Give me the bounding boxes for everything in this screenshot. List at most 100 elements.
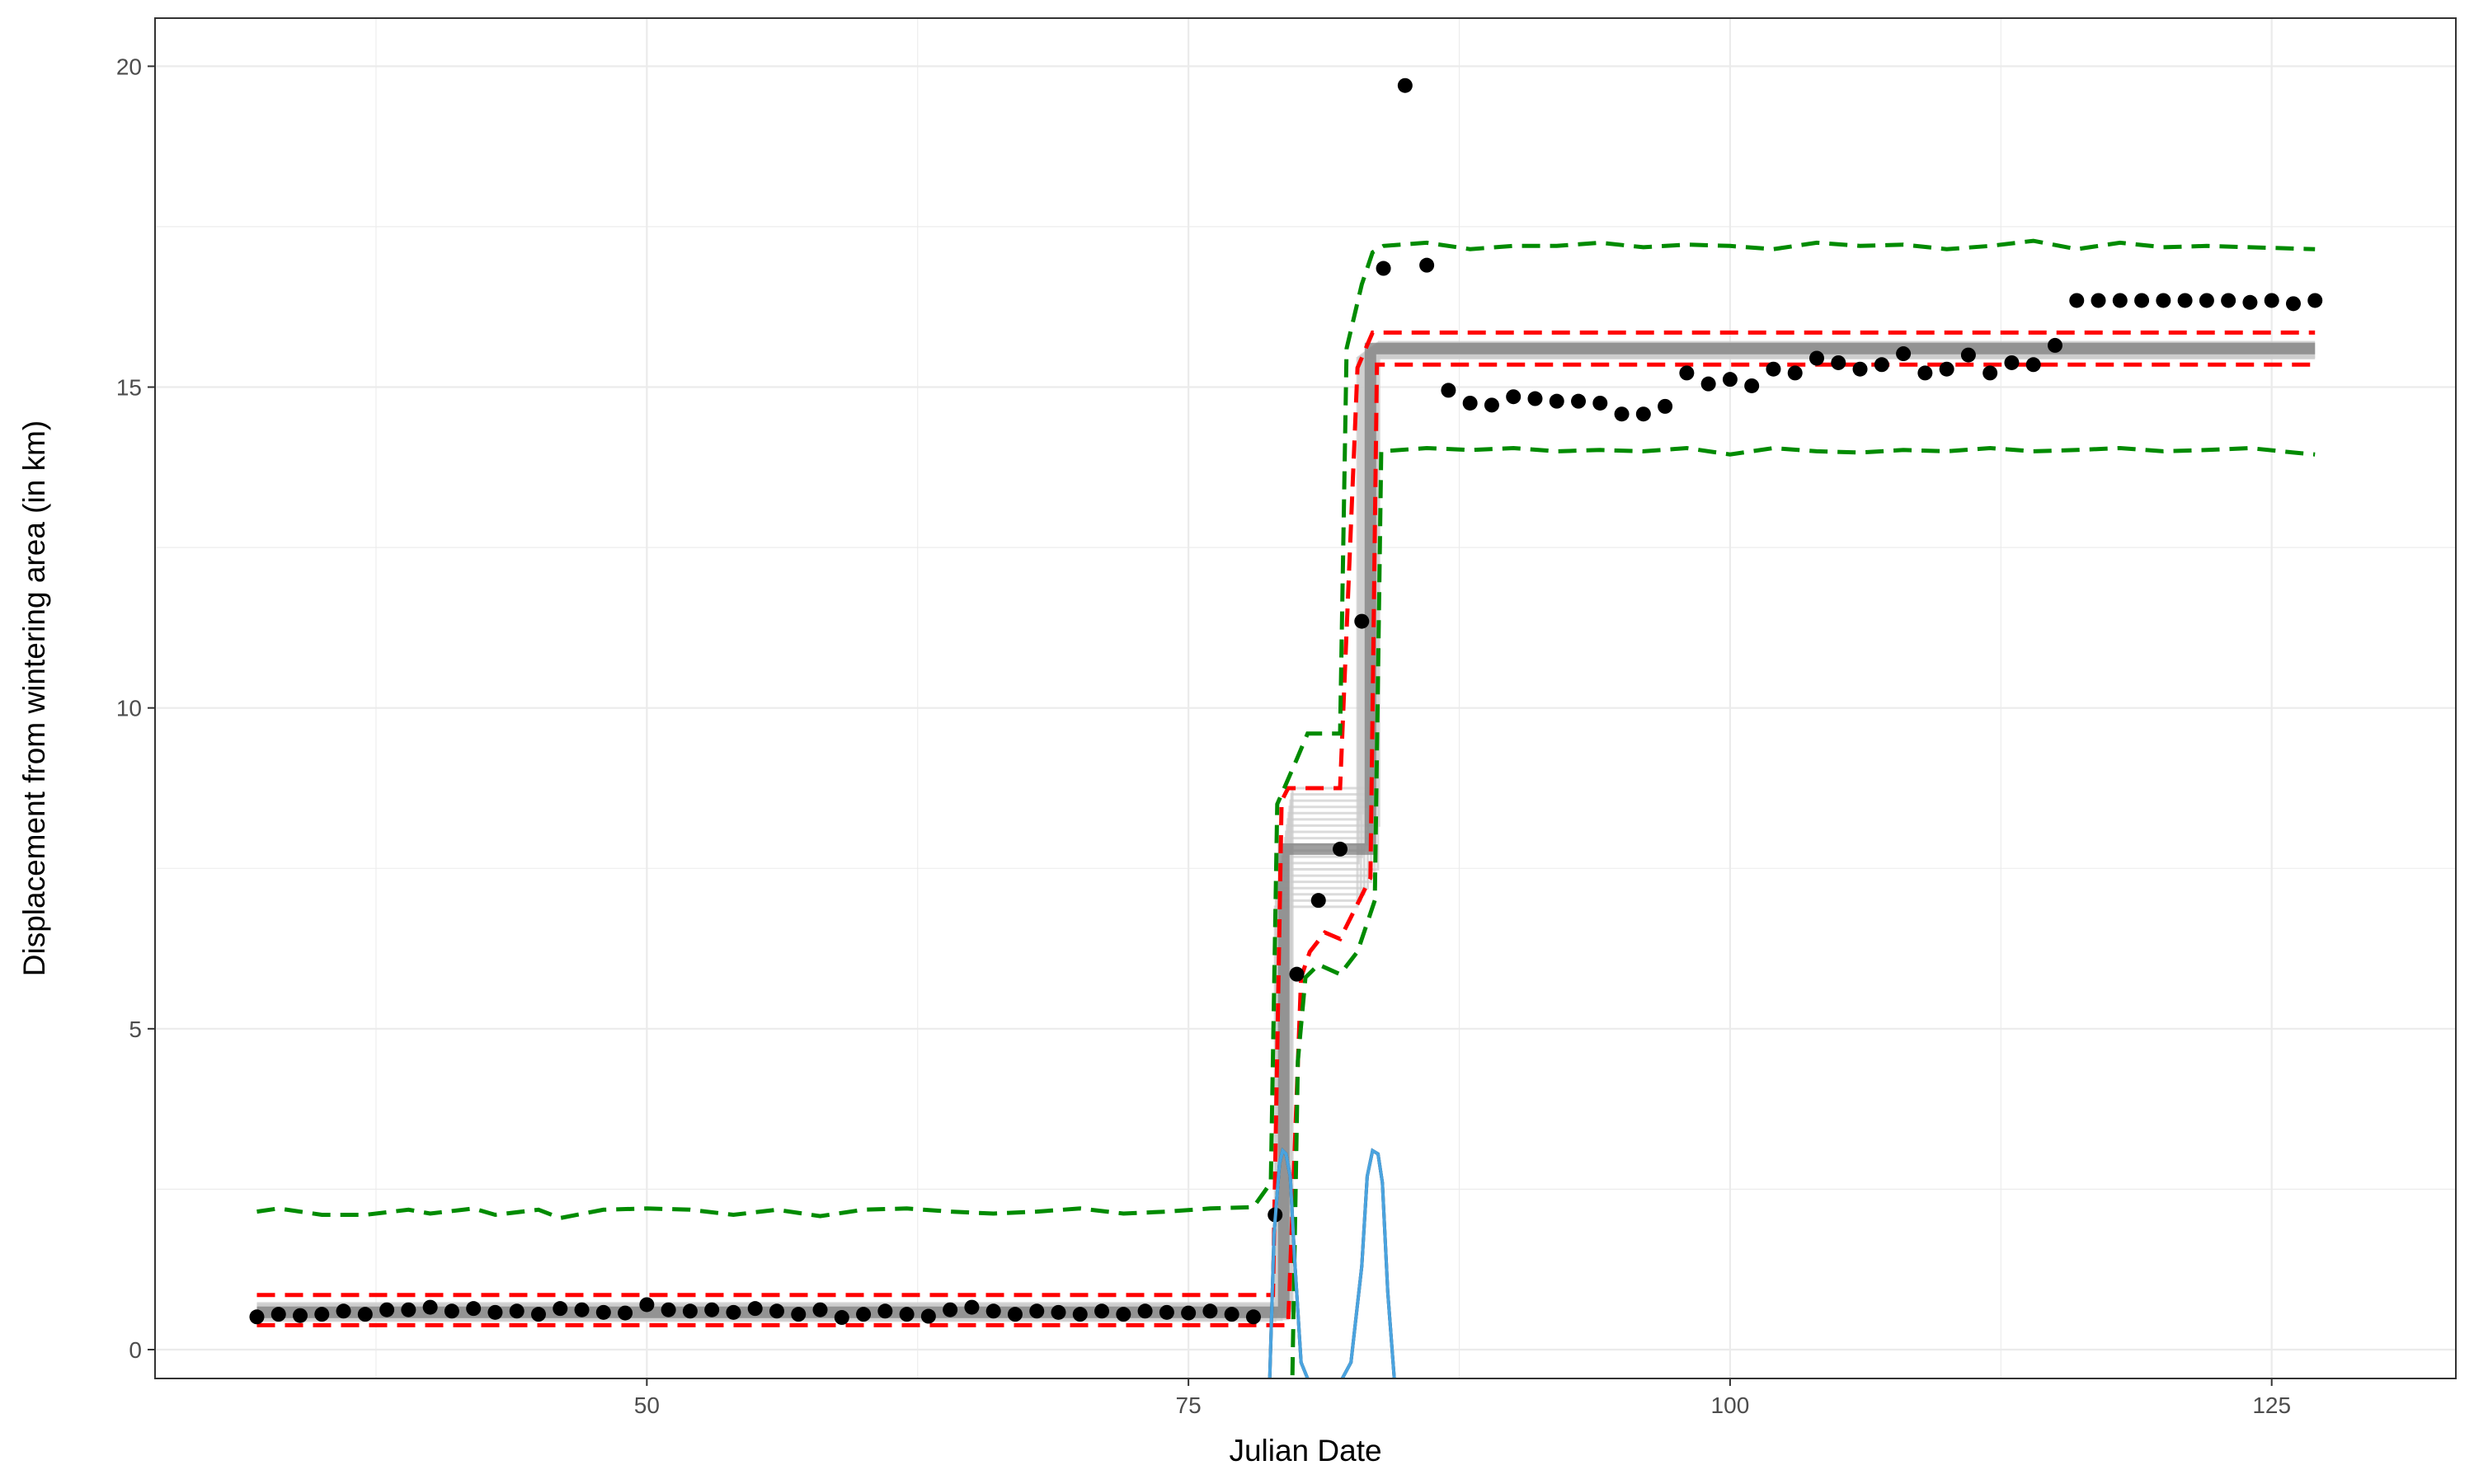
data-point xyxy=(2221,293,2236,308)
data-point xyxy=(1766,361,1781,377)
panel-border xyxy=(154,17,2457,1379)
data-point xyxy=(1289,966,1305,982)
data-point xyxy=(856,1307,872,1322)
data-point xyxy=(1506,389,1522,405)
data-point xyxy=(1116,1307,1131,1322)
data-point xyxy=(2112,293,2128,308)
data-point xyxy=(1333,841,1348,857)
data-point xyxy=(1852,361,1868,377)
outer-upper-bound-line xyxy=(256,238,2316,1220)
data-point xyxy=(314,1307,330,1322)
data-point xyxy=(487,1304,503,1320)
data-point xyxy=(1960,347,1976,363)
data-point xyxy=(249,1309,265,1325)
data-point xyxy=(531,1307,546,1322)
data-point xyxy=(1831,355,1846,370)
data-point xyxy=(2047,337,2062,353)
data-point xyxy=(1635,406,1651,422)
data-point xyxy=(1874,357,1889,373)
data-point xyxy=(1051,1304,1066,1320)
data-point xyxy=(747,1301,763,1317)
data-point xyxy=(661,1302,676,1317)
data-point xyxy=(1549,393,1564,409)
data-point xyxy=(1527,391,1543,406)
data-point xyxy=(1592,395,1608,411)
data-point xyxy=(509,1303,524,1319)
data-point xyxy=(401,1302,416,1317)
data-point xyxy=(466,1301,482,1317)
y-tick-label: 10 xyxy=(116,696,142,721)
data-point xyxy=(2025,357,2041,373)
data-point xyxy=(1700,376,1716,392)
x-axis-title: Julian Date xyxy=(1229,1434,1381,1468)
y-tick-label: 20 xyxy=(116,54,142,79)
data-point xyxy=(812,1302,828,1317)
data-point xyxy=(1679,365,1695,381)
y-tick-label: 0 xyxy=(129,1337,142,1363)
data-point xyxy=(2091,293,2106,308)
fit-replicate-line xyxy=(256,340,2316,1305)
data-point xyxy=(422,1299,438,1315)
data-point xyxy=(1137,1303,1153,1319)
data-point xyxy=(1181,1305,1197,1321)
data-point xyxy=(379,1302,395,1317)
data-point xyxy=(834,1310,849,1326)
x-tick-label: 50 xyxy=(634,1392,660,1418)
data-point xyxy=(1939,361,1954,377)
data-point xyxy=(1072,1307,1088,1322)
data-point xyxy=(2156,293,2171,308)
data-point xyxy=(293,1308,308,1323)
data-point xyxy=(943,1302,958,1317)
data-point xyxy=(270,1307,286,1322)
data-point xyxy=(682,1303,698,1319)
data-point xyxy=(2177,293,2193,308)
data-point xyxy=(1397,77,1413,93)
data-point xyxy=(1159,1304,1174,1320)
y-tick-label: 5 xyxy=(129,1017,142,1042)
data-point xyxy=(444,1303,459,1319)
data-point xyxy=(985,1303,1001,1319)
data-point xyxy=(1007,1307,1023,1322)
outer-lower-bound-line xyxy=(1290,445,2316,1376)
data-point xyxy=(726,1304,741,1320)
data-point xyxy=(704,1302,720,1317)
observed-points xyxy=(249,77,2323,1326)
data-point xyxy=(1896,346,1912,362)
data-point xyxy=(2242,294,2258,310)
data-point xyxy=(2307,293,2323,308)
y-tick-label: 15 xyxy=(116,375,142,401)
data-point xyxy=(964,1299,980,1315)
transition-density xyxy=(1268,1147,1396,1378)
y-axis-title: Displacement from wintering area (in km) xyxy=(17,420,51,976)
data-point xyxy=(2199,293,2214,308)
data-point xyxy=(1917,365,1933,381)
data-point xyxy=(1462,395,1478,411)
data-point xyxy=(769,1303,784,1319)
data-point xyxy=(574,1302,590,1317)
data-point xyxy=(1484,397,1499,413)
data-point xyxy=(920,1308,936,1324)
data-point xyxy=(2264,293,2279,308)
data-point xyxy=(1614,406,1630,422)
data-point xyxy=(1202,1303,1218,1319)
data-point xyxy=(2285,296,2301,312)
data-point xyxy=(2134,293,2150,308)
inner-upper-bound-line xyxy=(256,330,2316,1298)
data-point xyxy=(1310,893,1326,909)
x-tick-label: 75 xyxy=(1176,1392,1202,1418)
data-point xyxy=(1354,613,1370,629)
data-point xyxy=(1982,365,1998,381)
credible-bounds xyxy=(256,238,2316,1376)
data-point xyxy=(618,1305,633,1321)
x-tick-label: 100 xyxy=(1711,1392,1750,1418)
data-point xyxy=(1029,1303,1045,1319)
data-point xyxy=(595,1304,611,1320)
data-point xyxy=(1419,257,1435,273)
x-tick-label: 125 xyxy=(2252,1392,2291,1418)
transition-density-line xyxy=(1340,1148,1396,1378)
data-point xyxy=(1376,261,1391,276)
data-point xyxy=(791,1307,807,1322)
data-point xyxy=(1245,1309,1261,1325)
data-point xyxy=(1094,1303,1110,1319)
